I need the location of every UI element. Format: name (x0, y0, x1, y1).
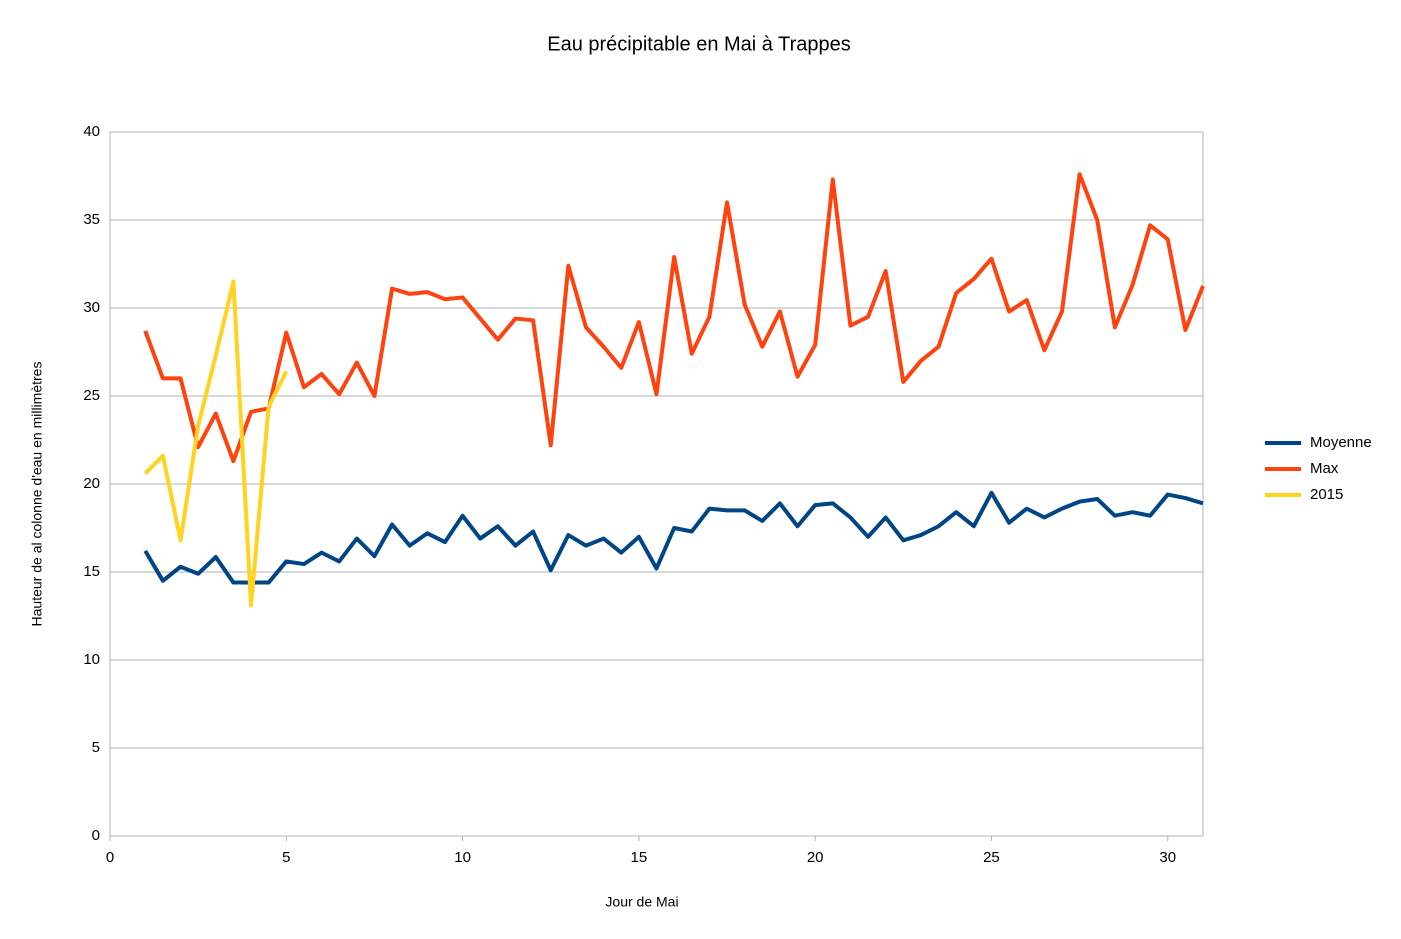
plot-frame (109, 131, 1204, 837)
x-tick-label: 15 (631, 849, 648, 866)
y-tick-label: 0 (92, 827, 100, 844)
y-tick-label: 25 (83, 387, 100, 404)
chart-title: Eau précipitable en Mai à Trappes (547, 33, 851, 55)
legend-label: 2015 (1310, 486, 1343, 503)
y-tick-label: 5 (92, 739, 100, 756)
series-line (143, 490, 1204, 585)
series-line (143, 279, 289, 608)
x-tick-label: 5 (282, 849, 290, 866)
y-axis-title: Hauteur de al colonne d'eau en millimètr… (29, 362, 45, 627)
x-axis-title: Jour de Mai (605, 894, 678, 910)
y-tick-label: 35 (83, 211, 100, 228)
x-tick-label: 10 (454, 849, 471, 866)
y-tick-label: 15 (83, 563, 100, 580)
y-tick-label: 40 (83, 123, 100, 140)
series-line (143, 172, 1205, 464)
legend-label: Moyenne (1310, 434, 1372, 451)
y-tick-label: 10 (83, 651, 100, 668)
y-tick-label: 30 (83, 299, 100, 316)
x-tick-label: 30 (1159, 849, 1176, 866)
x-tick-label: 0 (106, 849, 114, 866)
x-tick-label: 20 (807, 849, 824, 866)
x-tick-label: 25 (983, 849, 1000, 866)
legend-label: Max (1310, 460, 1339, 477)
y-tick-label: 20 (83, 475, 100, 492)
